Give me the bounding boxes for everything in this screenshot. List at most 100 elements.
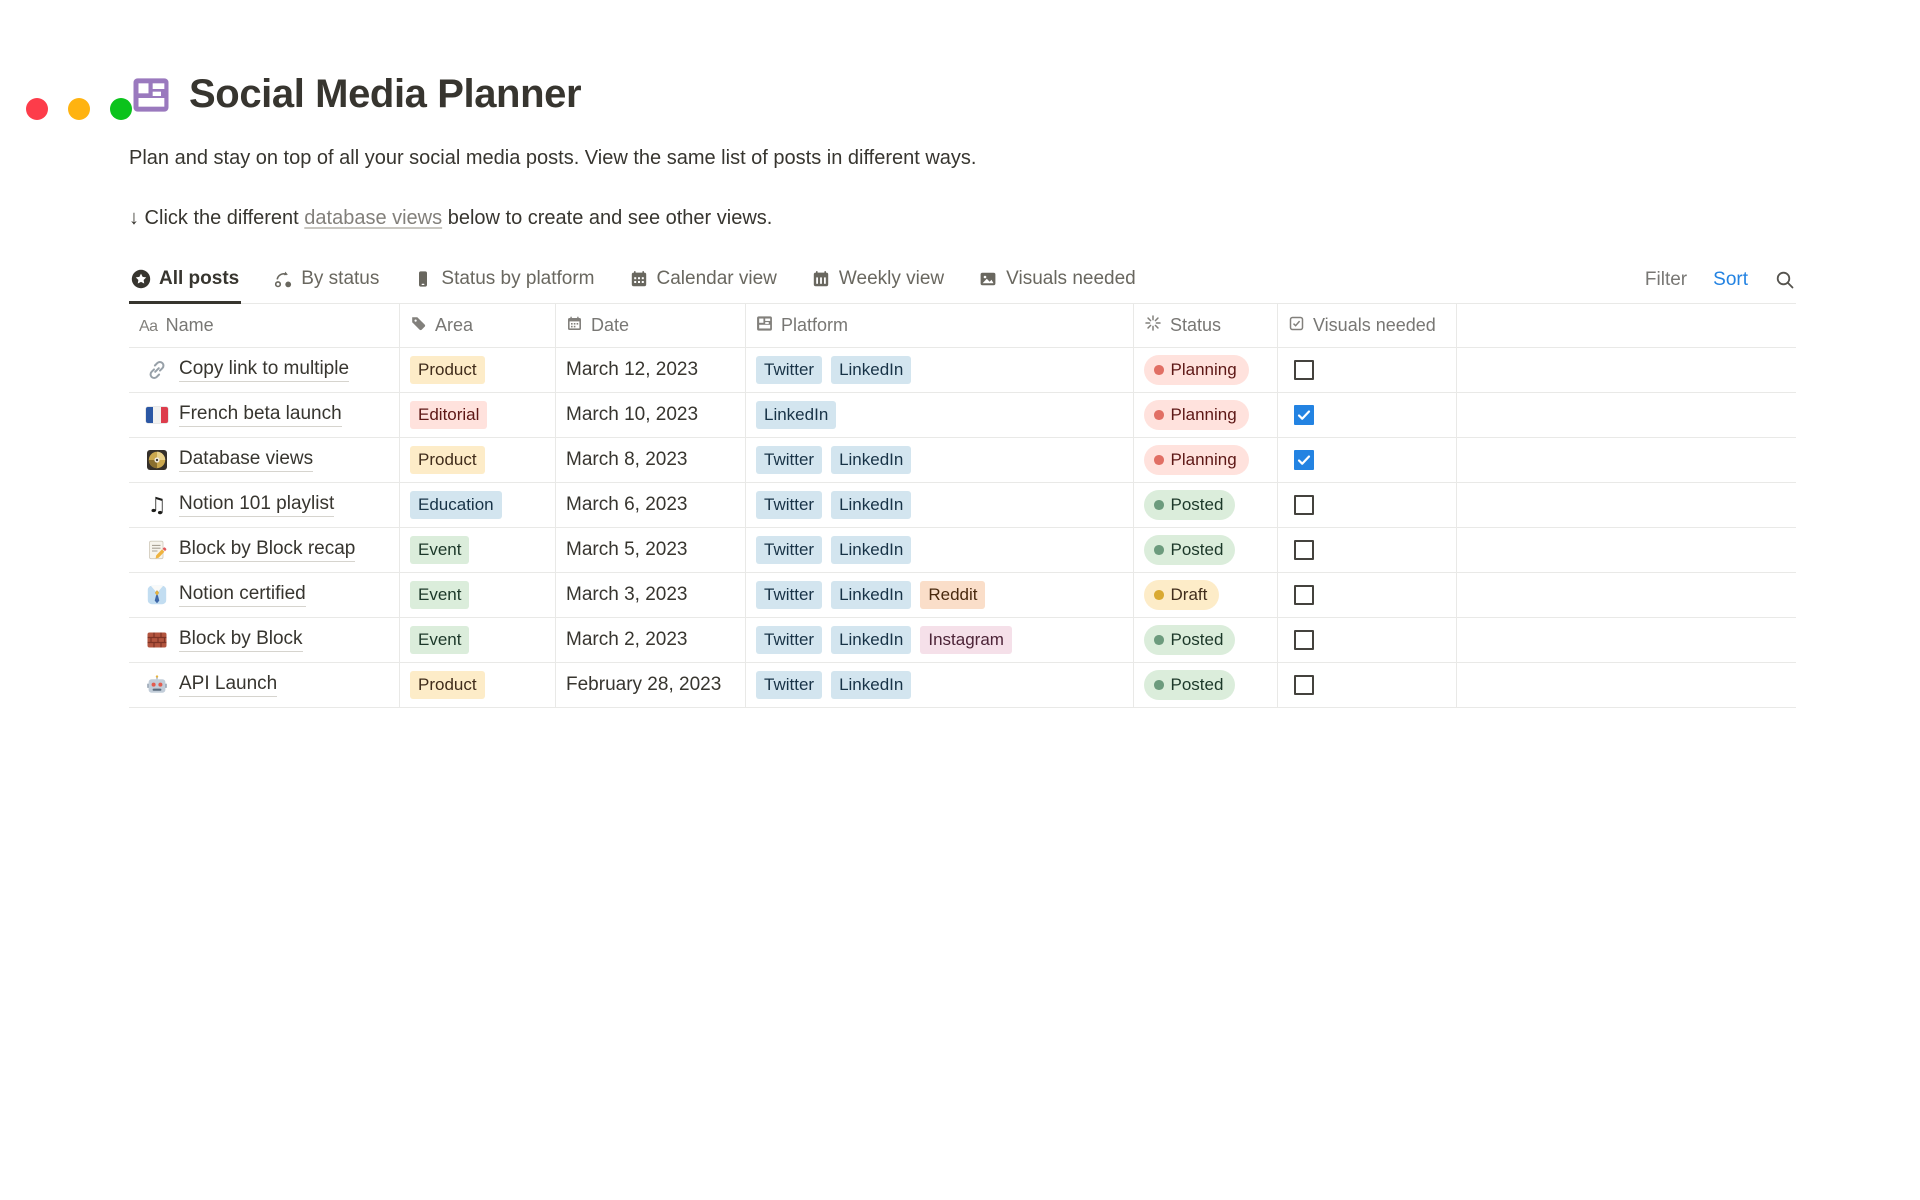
column-label: Status: [1170, 315, 1222, 335]
checkbox-unchecked[interactable]: [1294, 540, 1314, 560]
checkbox-checked[interactable]: [1294, 450, 1314, 470]
date-value: March 10, 2023: [566, 404, 699, 425]
checkbox-unchecked[interactable]: [1294, 630, 1314, 650]
status-badge: Planning: [1144, 445, 1249, 475]
page-link[interactable]: Block by Block recap: [179, 538, 356, 562]
platform-cell[interactable]: Twitter LinkedIn: [746, 528, 1134, 572]
page-icon-layout[interactable]: [129, 73, 173, 117]
area-cell[interactable]: Event: [400, 573, 556, 617]
column-header-visuals-needed[interactable]: Visuals needed: [1278, 304, 1457, 347]
platform-cell[interactable]: Twitter LinkedIn: [746, 663, 1134, 707]
page-link[interactable]: API Launch: [179, 673, 278, 697]
tab-calendar-view[interactable]: Calendar view: [627, 260, 779, 304]
date-cell[interactable]: March 5, 2023: [556, 528, 746, 572]
status-dot: [1154, 500, 1164, 510]
area-cell[interactable]: Education: [400, 483, 556, 527]
platform-cell[interactable]: Twitter LinkedIn: [746, 438, 1134, 482]
status-cell[interactable]: Posted: [1134, 618, 1278, 662]
area-cell[interactable]: Product: [400, 348, 556, 392]
platform-cell[interactable]: Twitter LinkedIn: [746, 348, 1134, 392]
filter-button[interactable]: Filter: [1644, 269, 1688, 290]
date-cell[interactable]: February 28, 2023: [556, 663, 746, 707]
checkbox-unchecked[interactable]: [1294, 675, 1314, 695]
area-cell[interactable]: Event: [400, 528, 556, 572]
status-cell[interactable]: Posted: [1134, 483, 1278, 527]
close-button[interactable]: [26, 98, 48, 120]
status-badge: Posted: [1144, 670, 1236, 700]
status-dot: [1154, 545, 1164, 555]
page-link[interactable]: Block by Block: [179, 628, 303, 652]
date-cell[interactable]: March 2, 2023: [556, 618, 746, 662]
checkbox-unchecked[interactable]: [1294, 495, 1314, 515]
minimize-button[interactable]: [68, 98, 90, 120]
database-views-link[interactable]: database views: [304, 207, 443, 229]
tag-icon: [410, 315, 427, 337]
name-cell[interactable]: Block by Block: [129, 618, 400, 662]
page-link[interactable]: Copy link to multiple: [179, 358, 350, 382]
date-cell[interactable]: March 3, 2023: [556, 573, 746, 617]
column-header-status[interactable]: Status: [1134, 304, 1278, 347]
name-cell[interactable]: Notion certified: [129, 573, 400, 617]
tab-weekly-view[interactable]: Weekly view: [809, 260, 946, 304]
name-cell[interactable]: Block by Block recap: [129, 528, 400, 572]
status-cell[interactable]: Draft: [1134, 573, 1278, 617]
area-cell[interactable]: Event: [400, 618, 556, 662]
checkbox-checked[interactable]: [1294, 405, 1314, 425]
column-header-date[interactable]: Date: [556, 304, 746, 347]
search-icon[interactable]: [1774, 269, 1796, 291]
visuals-needed-cell: [1278, 393, 1457, 437]
column-header-area[interactable]: Area: [400, 304, 556, 347]
toolbar-controls: Filter Sort: [1645, 269, 1796, 303]
visuals-needed-cell: [1278, 528, 1457, 572]
tab-label: Weekly view: [838, 268, 945, 289]
sort-button[interactable]: Sort: [1713, 269, 1748, 290]
status-cell[interactable]: Planning: [1134, 348, 1278, 392]
date-cell[interactable]: March 6, 2023: [556, 483, 746, 527]
trailing-cell: [1457, 573, 1796, 617]
status-cell[interactable]: Planning: [1134, 438, 1278, 482]
area-tag: Event: [410, 626, 470, 654]
view-tabs: All posts By status Status by platform Cale…: [129, 260, 1138, 304]
date-cell[interactable]: March 8, 2023: [556, 438, 746, 482]
trailing-cell: [1457, 348, 1796, 392]
area-cell[interactable]: Editorial: [400, 393, 556, 437]
status-cell[interactable]: Posted: [1134, 528, 1278, 572]
tab-status-by-platform[interactable]: Status by platform: [411, 260, 596, 304]
status-dot: [1154, 365, 1164, 375]
platform-tag-twitter: Twitter: [756, 446, 823, 474]
zoom-button[interactable]: [110, 98, 132, 120]
area-tag: Editorial: [410, 401, 488, 429]
area-cell[interactable]: Product: [400, 438, 556, 482]
date-cell[interactable]: March 12, 2023: [556, 348, 746, 392]
page-link[interactable]: Notion 101 playlist: [179, 493, 335, 517]
column-header-name[interactable]: Aa Name: [129, 304, 400, 347]
name-cell[interactable]: Database views: [129, 438, 400, 482]
column-label: Area: [435, 315, 474, 335]
page-link[interactable]: Database views: [179, 448, 314, 472]
column-header-platform[interactable]: Platform: [746, 304, 1134, 347]
platform-tag-instagram: Instagram: [920, 626, 1012, 654]
checkbox-unchecked[interactable]: [1294, 360, 1314, 380]
status-label: Posted: [1170, 540, 1224, 560]
tab-by-status[interactable]: By status: [271, 260, 381, 304]
platform-cell[interactable]: Twitter LinkedIn Instagram: [746, 618, 1134, 662]
checkbox-unchecked[interactable]: [1294, 585, 1314, 605]
table-row: Block by Block Event March 2, 2023 Twitter L…: [129, 618, 1796, 663]
date-cell[interactable]: March 10, 2023: [556, 393, 746, 437]
tab-visuals-needed[interactable]: Visuals needed: [976, 260, 1138, 304]
area-cell[interactable]: Product: [400, 663, 556, 707]
name-cell[interactable]: API Launch: [129, 663, 400, 707]
platform-cell[interactable]: Twitter LinkedIn Reddit: [746, 573, 1134, 617]
status-cell[interactable]: Planning: [1134, 393, 1278, 437]
platform-cell[interactable]: Twitter LinkedIn: [746, 483, 1134, 527]
page-title: Social Media Planner: [189, 72, 582, 116]
name-cell[interactable]: French beta launch: [129, 393, 400, 437]
status-badge: Posted: [1144, 490, 1236, 520]
page-link[interactable]: French beta launch: [179, 403, 342, 427]
platform-cell[interactable]: LinkedIn: [746, 393, 1134, 437]
name-cell[interactable]: ♫ Notion 101 playlist: [129, 483, 400, 527]
status-cell[interactable]: Posted: [1134, 663, 1278, 707]
name-cell[interactable]: Copy link to multiple: [129, 348, 400, 392]
tab-all-posts[interactable]: All posts: [129, 260, 242, 304]
page-link[interactable]: Notion certified: [179, 583, 306, 607]
